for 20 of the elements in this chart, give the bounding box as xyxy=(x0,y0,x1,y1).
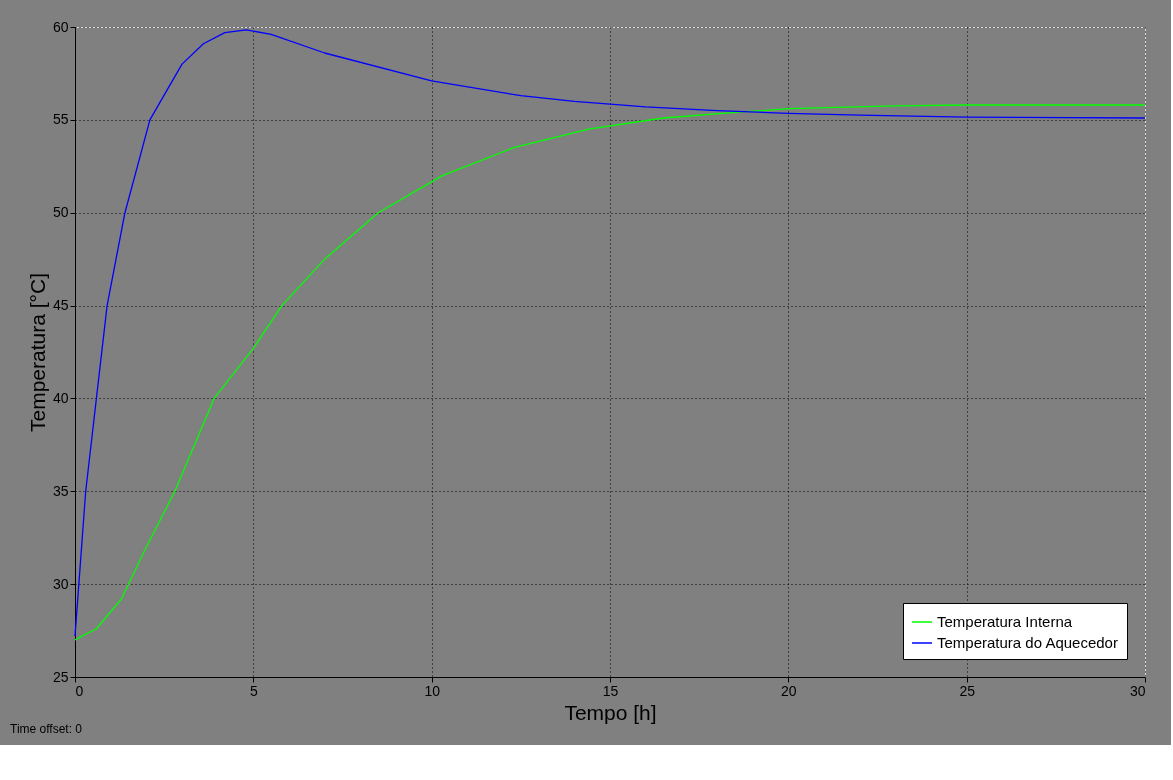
x-tick-label: 30 xyxy=(1129,682,1146,699)
legend-label: Temperatura do Aquecedor xyxy=(937,634,1118,651)
y-tick-label: 60 xyxy=(52,18,69,35)
y-tick-label: 45 xyxy=(52,297,69,314)
y-tick-label: 25 xyxy=(52,668,69,685)
x-tick-label: 10 xyxy=(424,682,441,699)
y-tick-label: 35 xyxy=(52,482,69,499)
text: Time offset: 0 xyxy=(10,722,83,736)
y-tick-label: 30 xyxy=(52,575,69,592)
y-tick-label: 55 xyxy=(52,111,69,128)
y-axis-title: Temperatura [°C] xyxy=(25,273,49,432)
x-tick-label: 25 xyxy=(959,682,976,699)
y-tick-label: 40 xyxy=(52,389,69,406)
x-tick-label: 15 xyxy=(602,682,619,699)
x-tick-label: 5 xyxy=(249,682,258,699)
x-tick-label: 0 xyxy=(75,682,84,699)
x-axis-title: Tempo [h] xyxy=(564,700,657,724)
x-tick-label: 20 xyxy=(781,682,797,699)
legend-label: Temperatura Interna xyxy=(937,613,1073,630)
y-tick-label: 50 xyxy=(52,204,69,221)
